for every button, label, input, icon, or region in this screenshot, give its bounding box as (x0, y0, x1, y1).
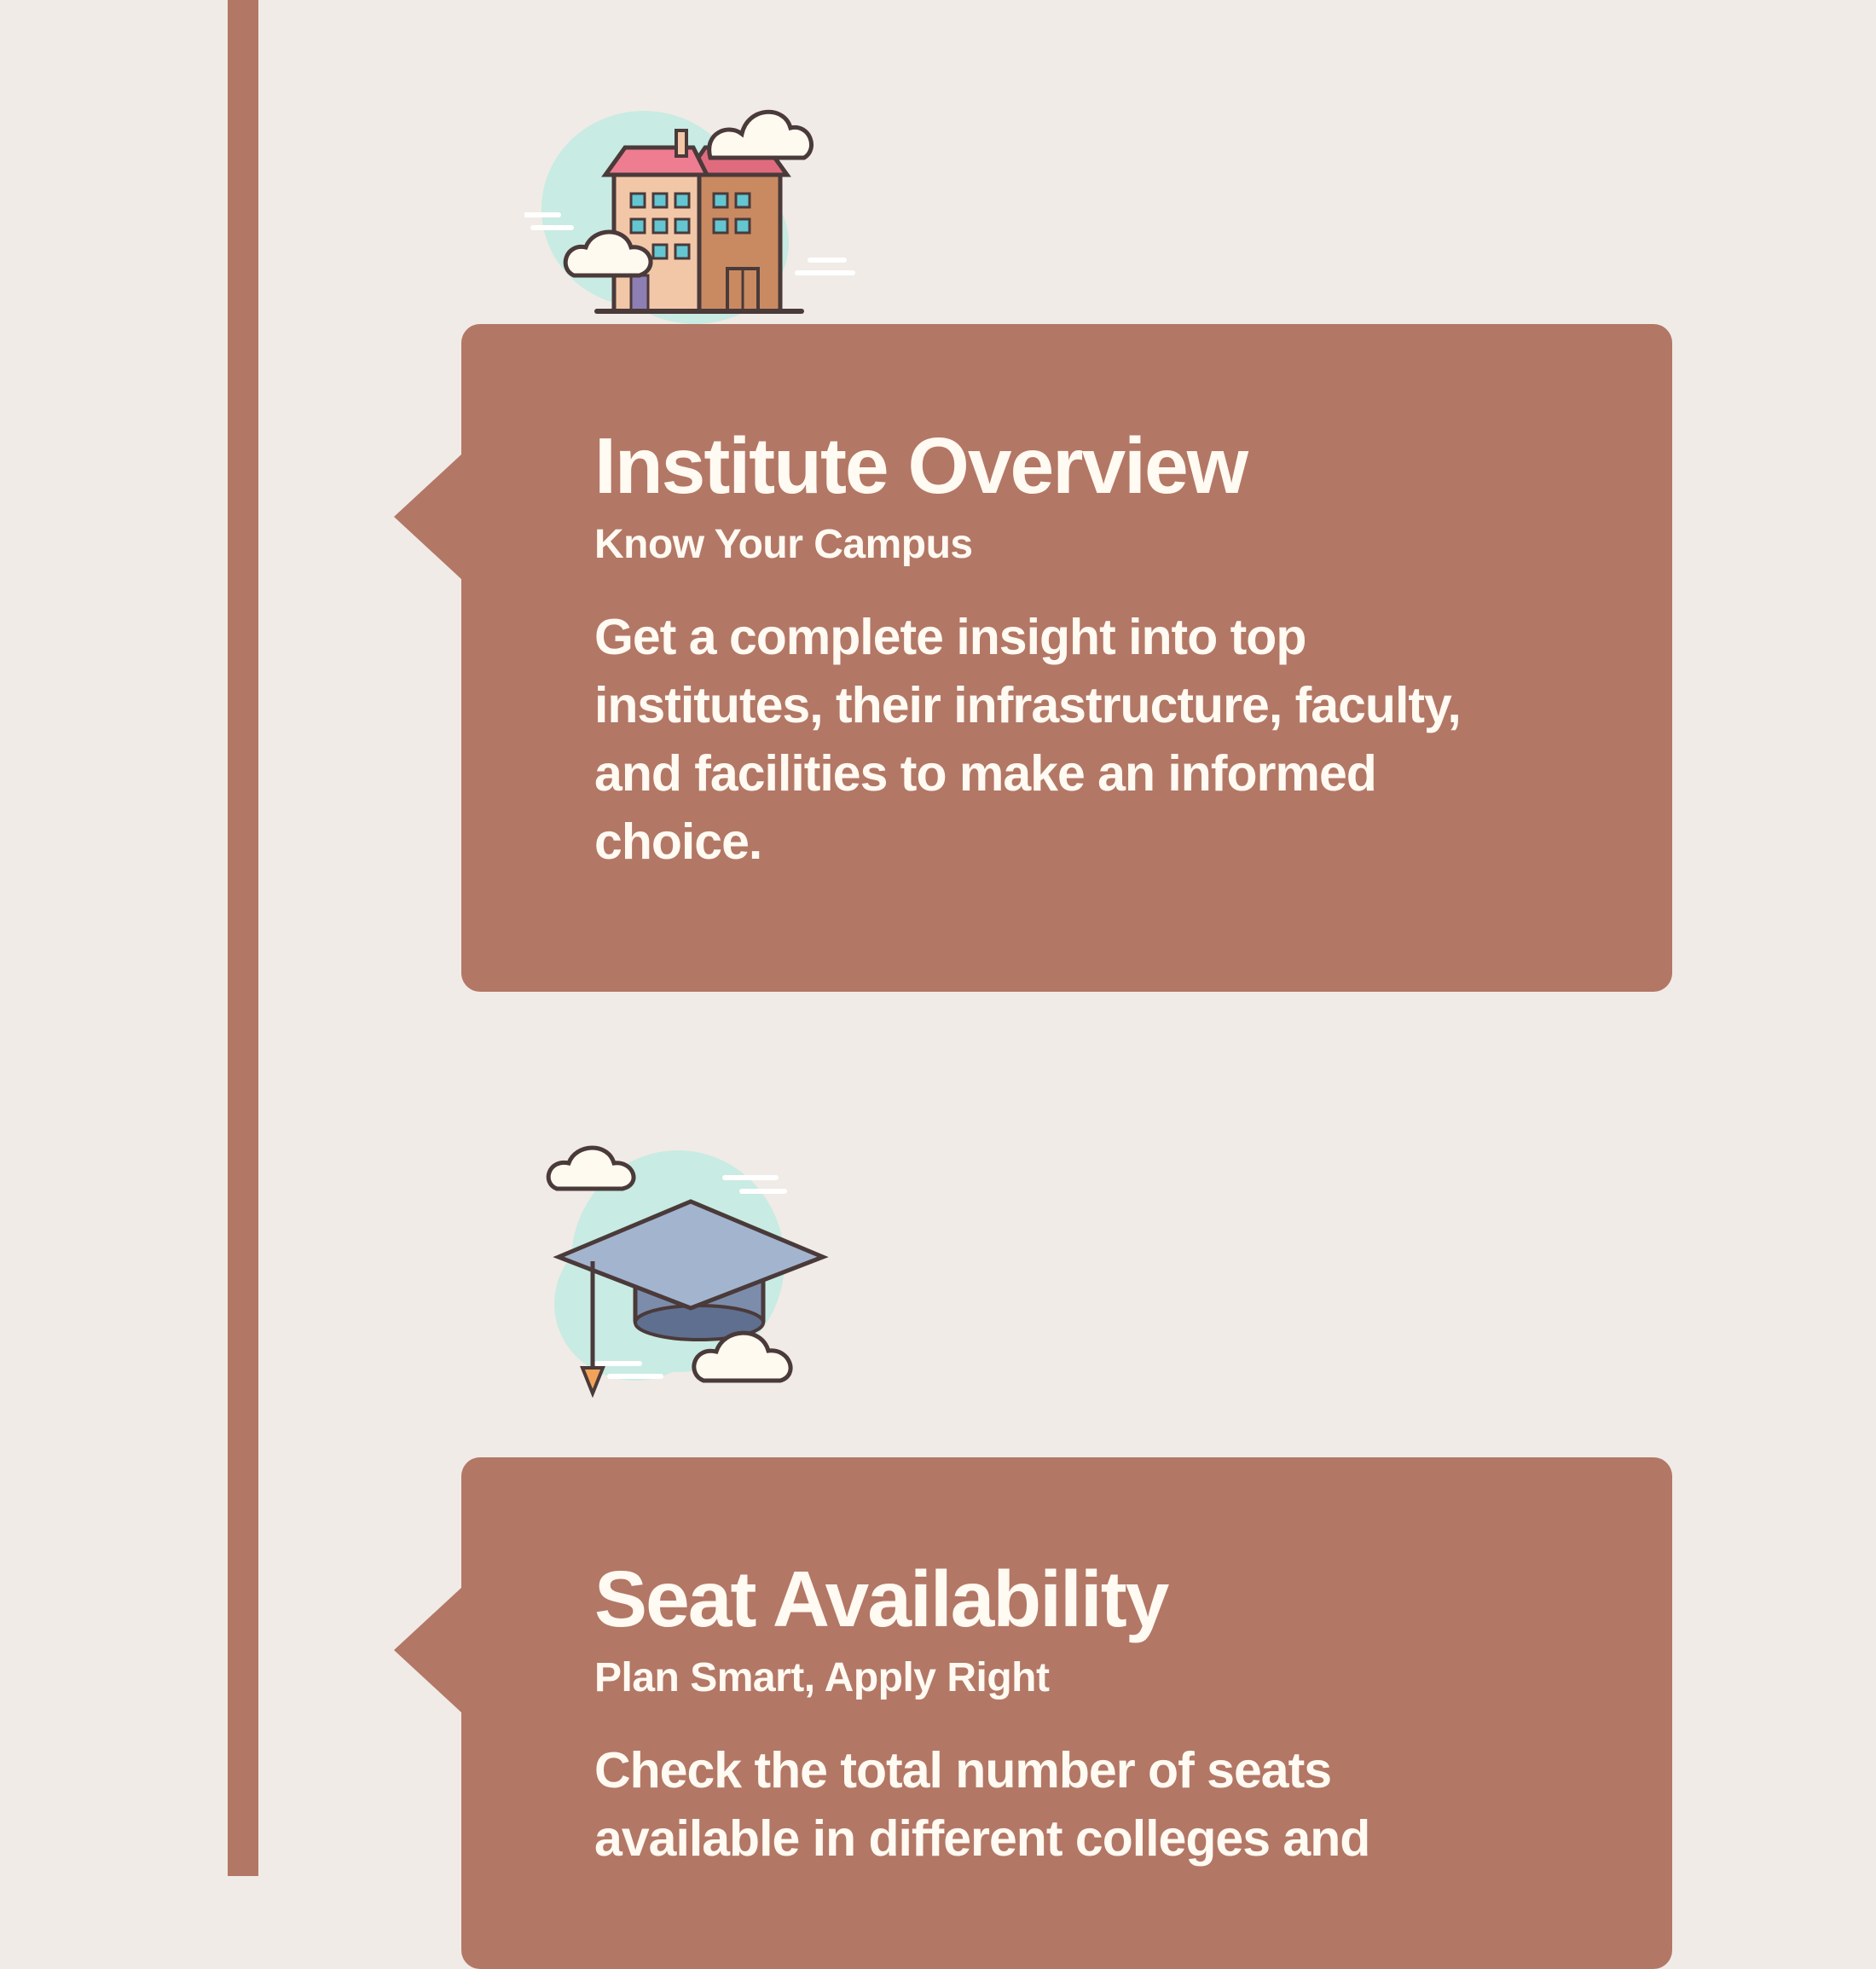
card-description: Check the total number of seats availabl… (594, 1742, 1370, 1868)
card-subtitle: Plan Smart, Apply Right (594, 1654, 1050, 1700)
card-title: Institute Overview (594, 421, 1248, 510)
graduation-cap-icon (524, 1133, 857, 1398)
card-description: Get a complete insight into top institut… (594, 609, 1462, 871)
card-pointer (394, 454, 462, 580)
building-icon (524, 81, 857, 345)
card-subtitle: Know Your Campus (594, 521, 973, 567)
card-title: Seat Availability (594, 1555, 1169, 1643)
feature-card: Seat Availability Plan Smart, Apply Righ… (394, 1457, 1672, 1969)
card-pointer (394, 1587, 462, 1713)
feature-card: Institute Overview Know Your Campus Get … (394, 324, 1672, 992)
timeline-line (228, 0, 258, 1876)
